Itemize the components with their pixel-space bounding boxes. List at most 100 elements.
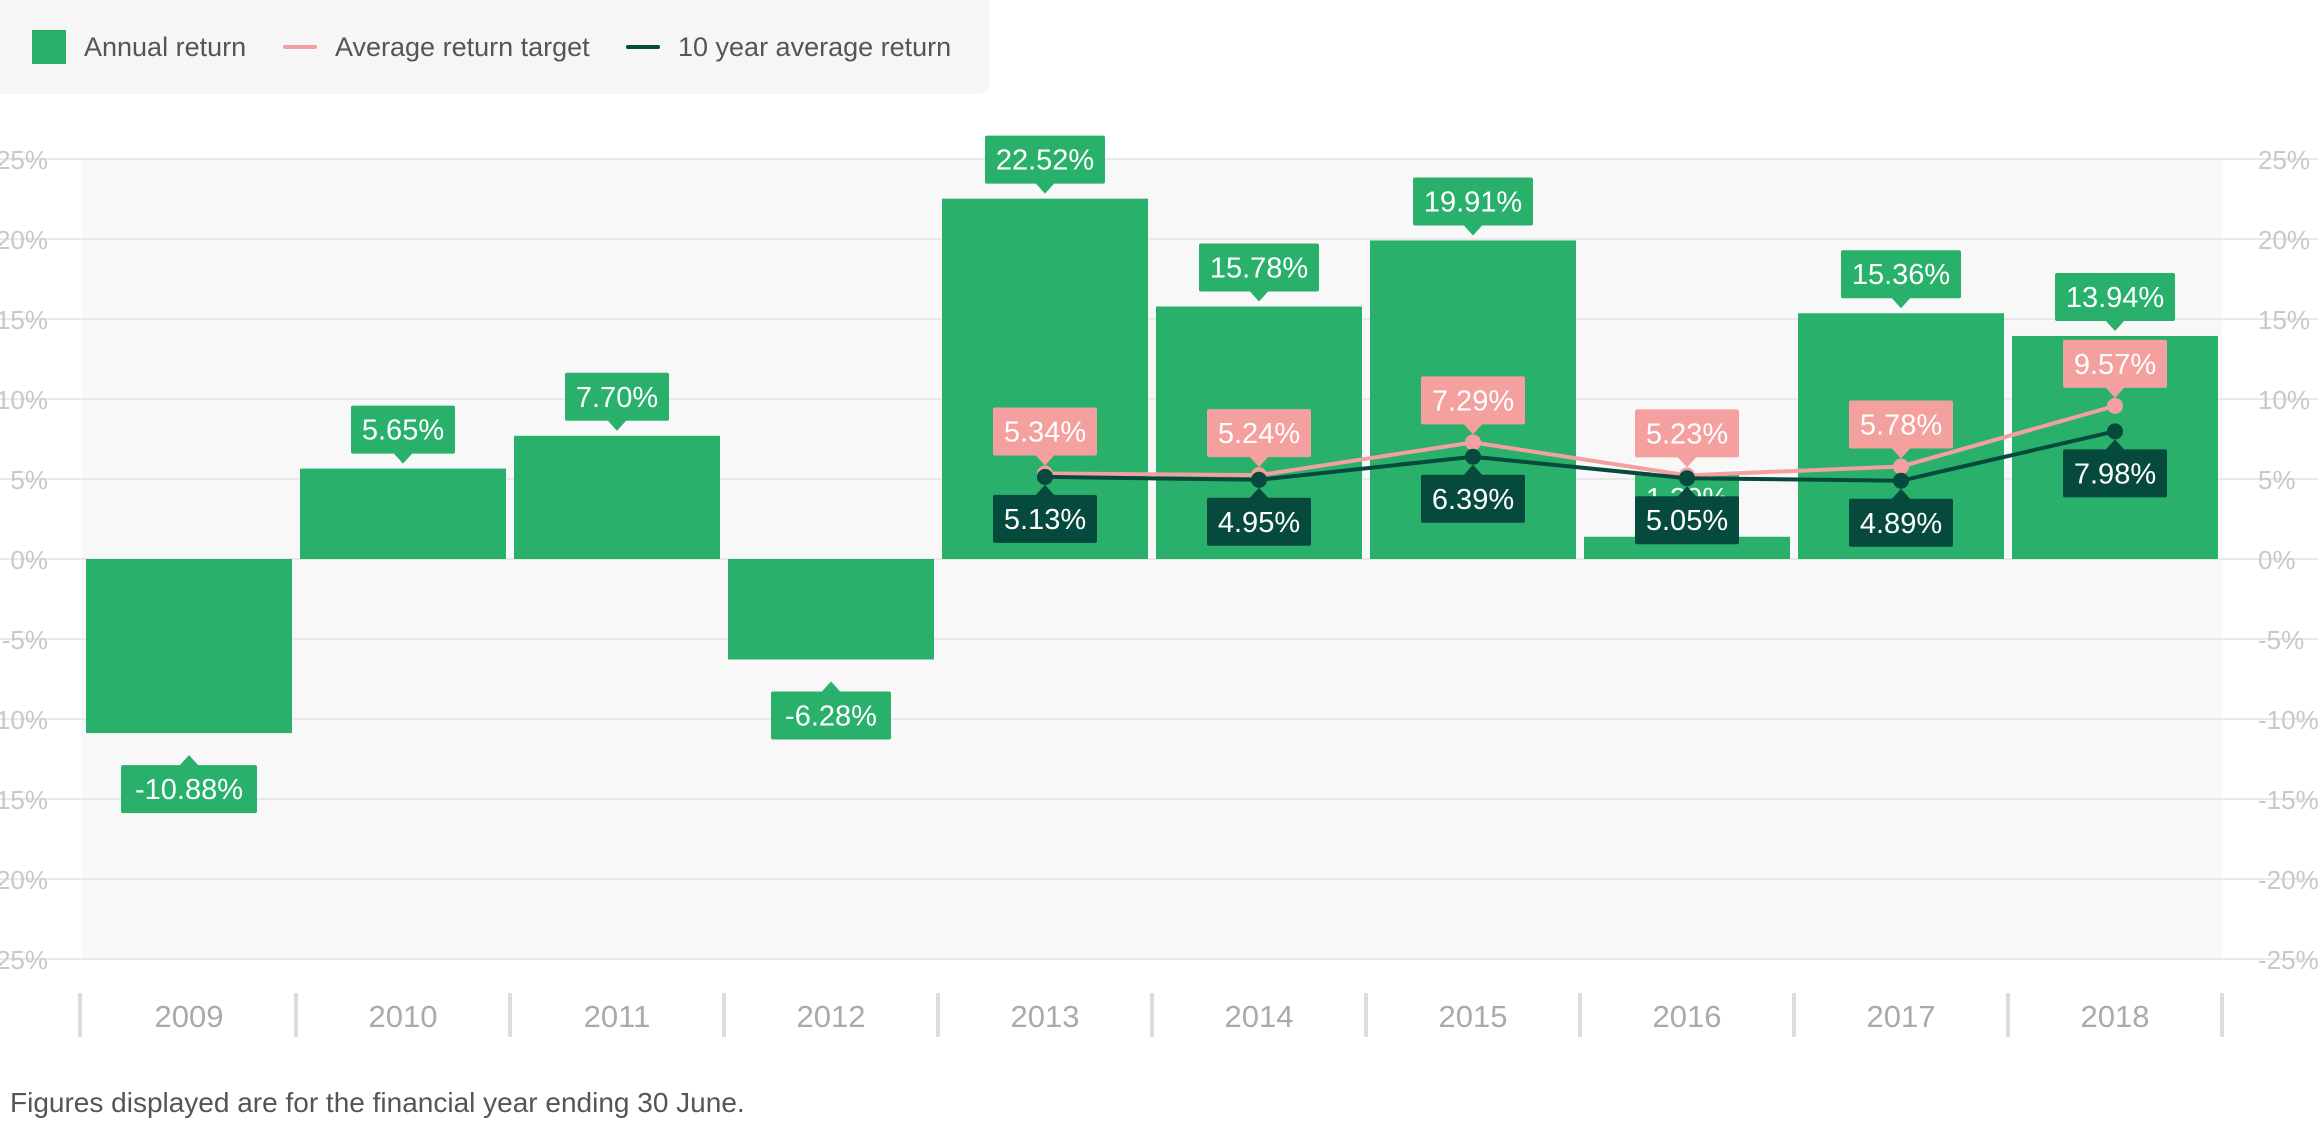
ten-year-average-return-value-label: 5.13% xyxy=(1004,504,1086,536)
x-tick-label: 2017 xyxy=(1867,999,1936,1034)
legend-item-average-return-target[interactable]: Average return target xyxy=(283,0,590,94)
ten-year-average-return-swatch xyxy=(626,45,660,49)
x-tick-label: 2015 xyxy=(1439,999,1508,1034)
bar-value-label-box xyxy=(565,372,669,421)
y-tick-label-left: 20% xyxy=(0,225,48,255)
ten-year-average-return-point xyxy=(1465,448,1481,465)
x-tick-label: 2014 xyxy=(1225,999,1294,1034)
ten-year-average-return-value-label-box xyxy=(1421,474,1525,523)
ten-year-average-return-value-label-box xyxy=(1635,496,1739,545)
bar-value-label-pointer xyxy=(179,755,199,767)
average-return-target-swatch xyxy=(283,45,317,49)
ten-year-average-return-value-label: 6.39% xyxy=(1432,484,1514,516)
y-tick-label-left: 10% xyxy=(0,385,48,415)
ten-year-average-return-value-label: 4.95% xyxy=(1218,507,1300,539)
y-tick-label-right: -25% xyxy=(2258,945,2318,975)
bar-value-label-pointer xyxy=(821,681,841,693)
bar-value-label-box xyxy=(2055,272,2175,321)
ten-year-average-return-value-label-box xyxy=(2063,449,2167,498)
bar-value-label-box xyxy=(351,405,455,454)
bar-value-label: 19.91% xyxy=(1424,186,1522,218)
ten-year-average-return-value-label-box xyxy=(1207,497,1311,546)
footnote: Figures displayed are for the financial … xyxy=(10,1087,745,1118)
y-tick-label-right: 5% xyxy=(2258,465,2296,495)
y-tick-label-right: 10% xyxy=(2258,385,2310,415)
legend-item-10-year-average-return[interactable]: 10 year average return xyxy=(626,0,951,94)
y-tick-label-right: 20% xyxy=(2258,225,2310,255)
average-return-target-value-label: 7.29% xyxy=(1432,385,1514,417)
ten-year-average-return-value-label-box xyxy=(1849,498,1953,547)
y-tick-label-left: -15% xyxy=(0,785,48,815)
bar-value-label-pointer xyxy=(1463,224,1483,236)
y-tick-label-left: 5% xyxy=(10,465,48,495)
bar xyxy=(514,435,720,559)
bar-value-label: -10.88% xyxy=(135,774,243,806)
average-return-target-value-label: 5.34% xyxy=(1004,417,1086,449)
ten-year-average-return-value-label: 5.05% xyxy=(1646,505,1728,537)
y-tick-label-right: 0% xyxy=(2258,545,2296,575)
annual-return-swatch xyxy=(32,30,66,64)
legend-item-annual-return[interactable]: Annual return xyxy=(32,0,246,94)
average-return-target-point xyxy=(2107,397,2123,414)
x-tick-label: 2013 xyxy=(1011,999,1080,1034)
average-return-target-value-label: 5.24% xyxy=(1218,418,1300,450)
average-return-target-value-label: 5.23% xyxy=(1646,418,1728,450)
ten-year-average-return-point xyxy=(1251,471,1267,488)
x-tick-label: 2016 xyxy=(1653,999,1722,1034)
x-tick-label: 2009 xyxy=(155,999,224,1034)
y-tick-label-left: -10% xyxy=(0,705,48,735)
y-tick-label-left: -5% xyxy=(2,625,48,655)
ten-year-average-return-value-label-pointer xyxy=(1249,487,1269,499)
legend-label-average-return-target: Average return target xyxy=(335,31,590,62)
ten-year-average-return-value-label-pointer xyxy=(1677,486,1697,498)
x-tick-label: 2011 xyxy=(584,999,651,1034)
bar-value-label-pointer xyxy=(393,452,413,464)
legend-label-annual-return: Annual return xyxy=(84,31,247,62)
ten-year-average-return-point xyxy=(1893,472,1909,489)
ten-year-average-return-line xyxy=(1044,429,2116,483)
bar-value-label-box xyxy=(1841,250,1961,299)
bar-value-label: 15.78% xyxy=(1210,253,1308,285)
ten-year-average-return-value-label-pointer xyxy=(1463,464,1483,476)
bar-value-label-box xyxy=(771,691,891,740)
ten-year-average-return-value-label: 7.98% xyxy=(2074,458,2156,490)
y-tick-label-left: 0% xyxy=(10,545,48,575)
bar-value-label-pointer xyxy=(1035,182,1055,194)
x-tick-label: 2018 xyxy=(2081,999,2150,1034)
bar-value-label: 22.52% xyxy=(996,145,1094,177)
average-return-target-value-label-box xyxy=(1207,409,1311,458)
bar-value-label-box xyxy=(1413,177,1533,226)
average-return-target-value-label-box xyxy=(1635,409,1739,458)
legend: Annual return Average return target 10 y… xyxy=(0,0,990,94)
y-tick-label-left: -25% xyxy=(0,945,48,975)
ten-year-average-return-point xyxy=(1037,468,1053,485)
bar-value-label: 13.94% xyxy=(2066,282,2164,314)
average-return-target-value-label: 5.78% xyxy=(1860,410,1942,442)
average-return-target-value-label-box xyxy=(2063,339,2167,388)
y-tick-label-left: 15% xyxy=(0,305,48,335)
x-tick-label: 2010 xyxy=(369,999,438,1034)
y-tick-label-right: 15% xyxy=(2258,305,2310,335)
bar-value-label-box xyxy=(121,765,257,814)
bar-value-label: -6.28% xyxy=(785,700,877,732)
ten-year-average-return-value-label-pointer xyxy=(2105,439,2125,451)
average-return-target-value-label-pointer xyxy=(1035,454,1055,466)
bar-value-label-box xyxy=(985,135,1105,184)
average-return-target-value-label-pointer xyxy=(1677,456,1697,468)
average-return-target-value-label-box xyxy=(993,407,1097,456)
bar-value-label-pointer xyxy=(1891,297,1911,309)
ten-year-average-return-point xyxy=(2107,423,2123,440)
average-return-target-value-label-pointer xyxy=(2105,386,2125,398)
average-return-target-value-label-pointer xyxy=(1463,423,1483,435)
x-tick-label: 2012 xyxy=(797,999,866,1034)
bar-value-label: 5.65% xyxy=(362,415,444,447)
ten-year-average-return-value-label-pointer xyxy=(1891,488,1911,500)
bar xyxy=(728,559,934,660)
legend-label-10-year-average-return: 10 year average return xyxy=(678,31,952,62)
y-tick-label-right: -20% xyxy=(2258,865,2318,895)
average-return-target-value-label-pointer xyxy=(1891,447,1911,459)
bar xyxy=(86,559,292,734)
bar-value-label-pointer xyxy=(1249,290,1269,302)
average-return-target-point xyxy=(1465,434,1481,451)
average-return-target-value-label-pointer xyxy=(1249,456,1269,468)
